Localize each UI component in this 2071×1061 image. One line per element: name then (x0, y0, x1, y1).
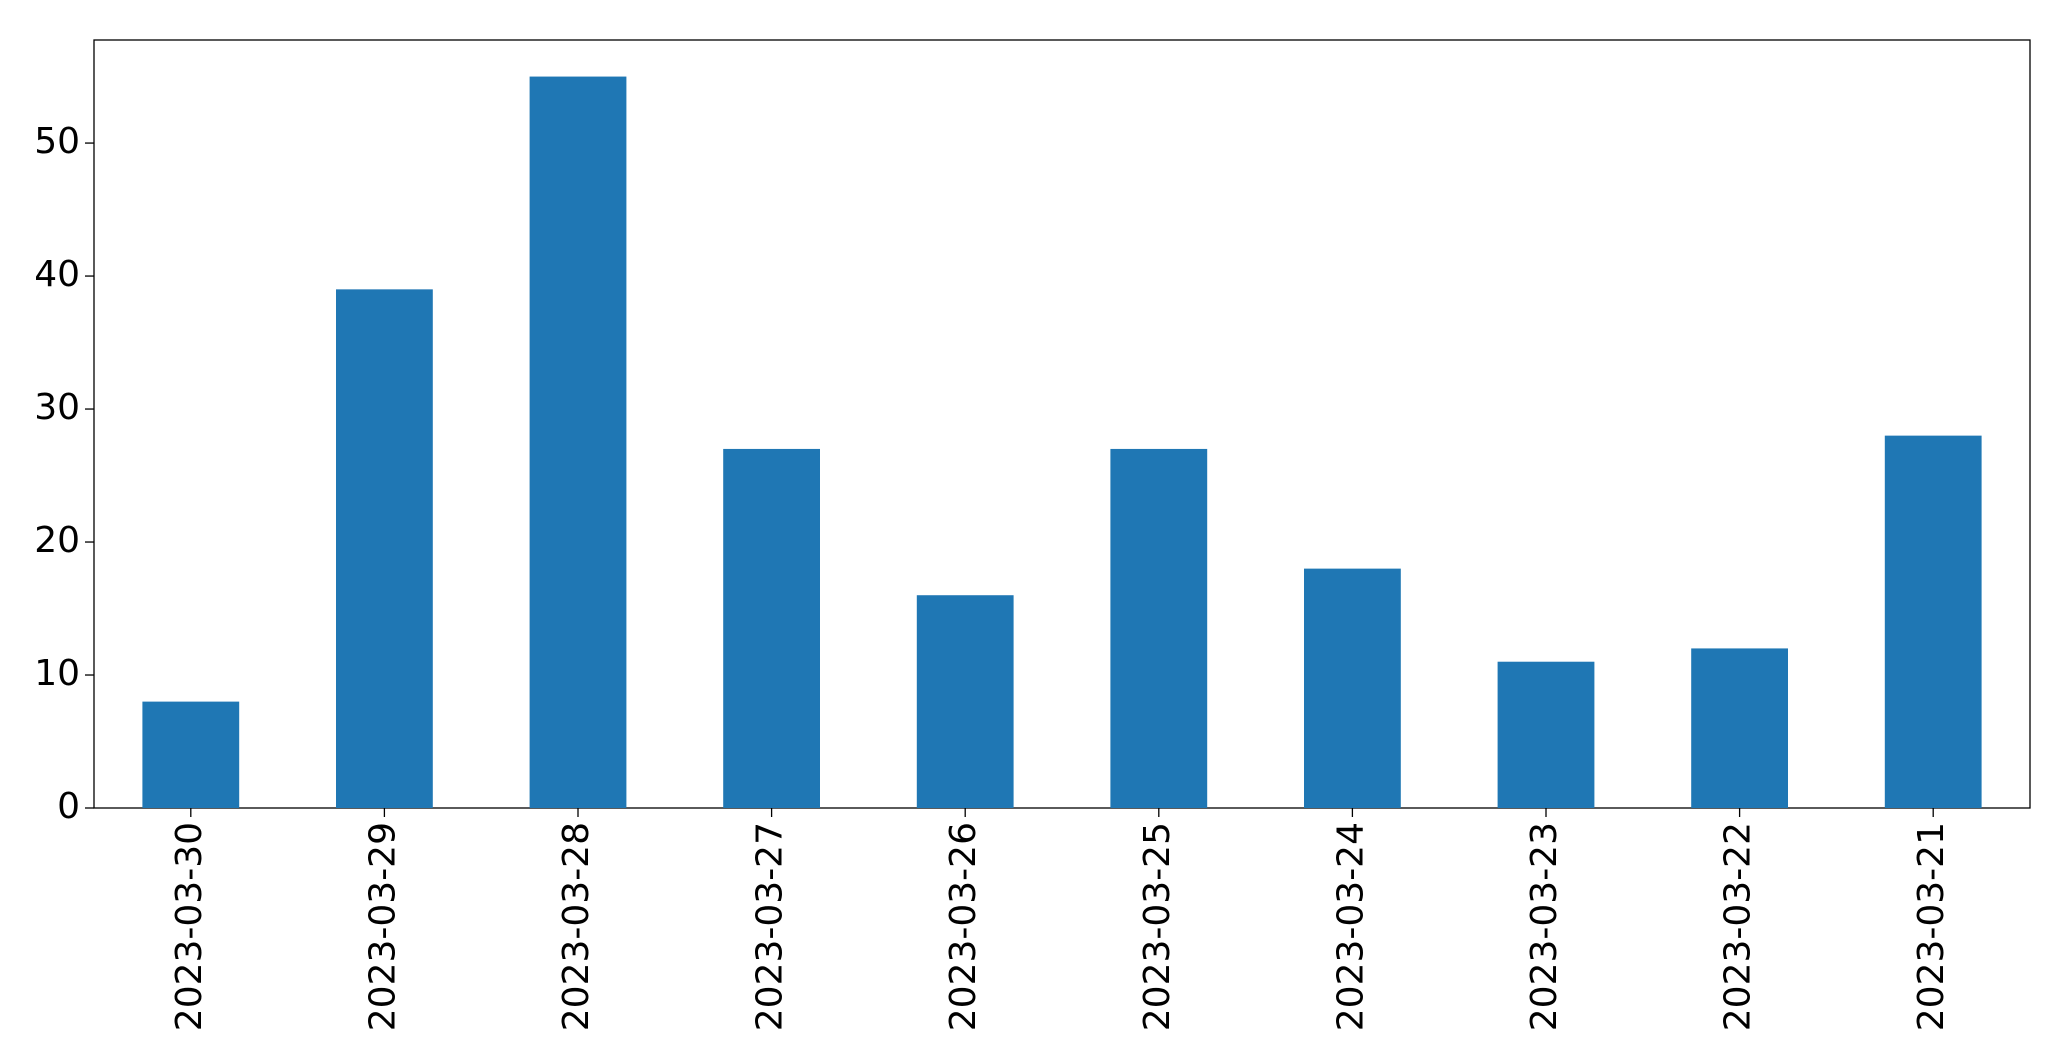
x-tick-label: 2023-03-25 (1137, 822, 1178, 1031)
plot-frame (93, 39, 2031, 809)
bar (336, 289, 433, 808)
x-tick-label: 2023-03-26 (943, 822, 984, 1031)
bar (916, 595, 1014, 808)
bar (723, 448, 820, 808)
y-tick-label: 40 (34, 254, 80, 295)
y-tick-label: 50 (34, 121, 80, 162)
y-tick-label: 0 (57, 786, 80, 827)
x-tick-label: 2023-03-30 (169, 822, 210, 1031)
x-tick-label: 2023-03-21 (1911, 822, 1952, 1031)
bar (142, 701, 240, 808)
bar (1110, 448, 1208, 808)
y-tick-label: 10 (34, 653, 80, 694)
x-tick-label: 2023-03-24 (1330, 822, 1371, 1031)
x-tick-label: 2023-03-23 (1524, 822, 1565, 1031)
y-tick-label: 30 (34, 387, 80, 428)
bar (1884, 435, 1982, 808)
y-tick-label: 20 (34, 520, 80, 561)
bar (529, 76, 627, 809)
bar (1691, 648, 1788, 808)
bar (1497, 661, 1595, 808)
x-tick-label: 2023-03-29 (362, 822, 403, 1031)
x-tick-label: 2023-03-22 (1718, 822, 1759, 1031)
x-tick-label: 2023-03-28 (556, 822, 597, 1031)
x-tick-label: 2023-03-27 (750, 822, 791, 1031)
bar (1304, 568, 1401, 808)
